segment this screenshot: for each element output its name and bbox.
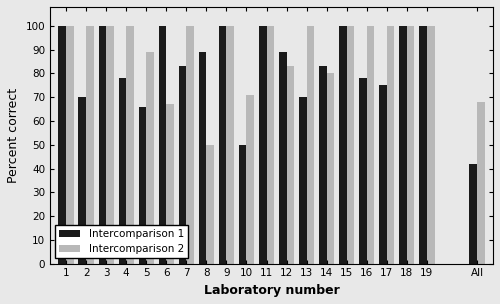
Bar — [359, 78, 367, 264]
Bar — [427, 26, 434, 264]
Bar — [246, 95, 254, 264]
Bar — [279, 52, 286, 264]
Bar — [198, 52, 206, 264]
Bar — [339, 26, 346, 264]
Bar — [470, 164, 477, 264]
Bar — [346, 26, 354, 264]
Bar — [266, 26, 274, 264]
Bar — [399, 26, 407, 264]
Y-axis label: Percent correct: Percent correct — [7, 88, 20, 183]
Bar — [226, 26, 234, 264]
Bar — [78, 97, 86, 264]
X-axis label: Laboratory number: Laboratory number — [204, 284, 340, 297]
Bar — [58, 26, 66, 264]
Bar — [387, 26, 394, 264]
Bar — [126, 26, 134, 264]
Bar — [166, 104, 174, 264]
Legend: Intercomparison 1, Intercomparison 2: Intercomparison 1, Intercomparison 2 — [55, 225, 188, 258]
Bar — [178, 66, 186, 264]
Bar — [66, 26, 74, 264]
Bar — [186, 26, 194, 264]
Bar — [379, 85, 387, 264]
Bar — [138, 107, 146, 264]
Bar — [286, 66, 294, 264]
Bar — [407, 26, 414, 264]
Bar — [206, 145, 214, 264]
Bar — [106, 26, 114, 264]
Bar — [259, 26, 266, 264]
Bar — [98, 26, 106, 264]
Bar — [477, 102, 484, 264]
Bar — [299, 97, 306, 264]
Bar — [326, 74, 334, 264]
Bar — [319, 66, 326, 264]
Bar — [239, 145, 246, 264]
Bar — [219, 26, 226, 264]
Bar — [367, 26, 374, 264]
Bar — [146, 52, 154, 264]
Bar — [420, 26, 427, 264]
Bar — [158, 26, 166, 264]
Bar — [86, 26, 94, 264]
Bar — [118, 78, 126, 264]
Bar — [306, 26, 314, 264]
